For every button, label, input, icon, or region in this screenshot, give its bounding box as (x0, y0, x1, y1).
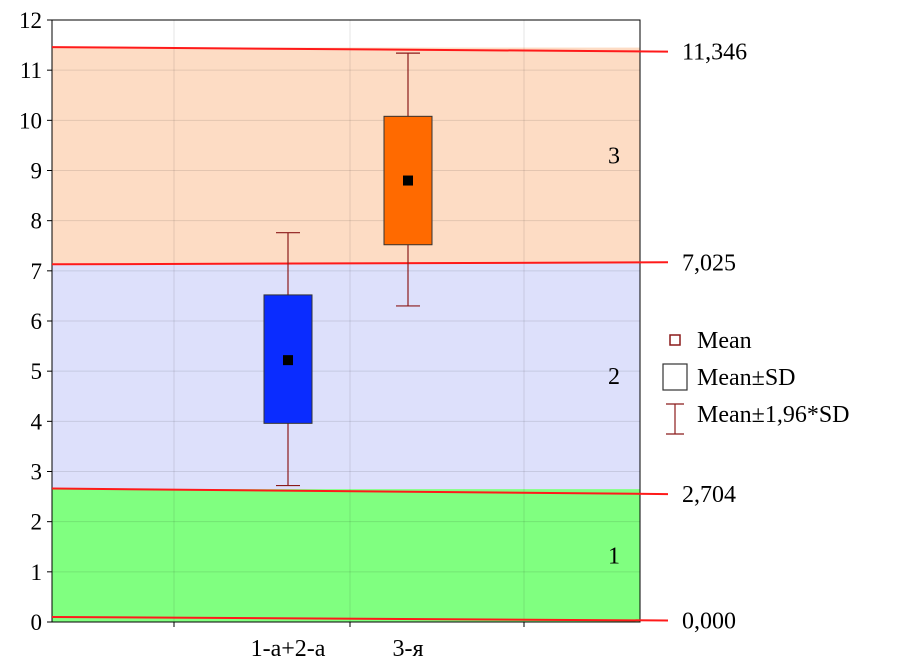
x-tick-label: 3-я (392, 636, 423, 662)
threshold-line (51, 487, 669, 496)
legend-label: Mean±SD (697, 365, 796, 391)
x-tick-label: 1-а+2-а (251, 636, 326, 662)
legend-label: Mean (697, 328, 752, 354)
legend-label: Mean±1,96*SD (697, 402, 850, 428)
zone-label-2: 2 (608, 364, 620, 390)
threshold-label: 11,346 (682, 40, 747, 66)
zone-band-2 (52, 263, 640, 490)
y-tick-label: 3 (31, 460, 43, 485)
threshold-line (51, 615, 669, 622)
zone-band-3 (52, 47, 640, 264)
zone-band-1 (52, 489, 640, 622)
mean-marker (403, 175, 413, 186)
y-tick-label: 8 (31, 209, 43, 234)
threshold-label: 7,025 (682, 250, 736, 276)
y-tick-label: 6 (31, 309, 43, 334)
y-tick-label: 9 (31, 159, 43, 184)
y-tick-label: 10 (19, 108, 42, 133)
zone-label-1: 1 (608, 544, 620, 570)
threshold-label: 0,000 (682, 608, 736, 634)
y-tick-label: 1 (31, 560, 43, 585)
y-tick-label: 11 (20, 58, 42, 83)
y-tick-label: 5 (31, 359, 43, 384)
legend-box-icon (662, 363, 688, 391)
y-tick-label: 0 (31, 610, 43, 635)
threshold-label: 2,704 (682, 482, 736, 508)
y-tick-label: 4 (31, 409, 43, 434)
zone-label-3: 3 (608, 143, 620, 169)
threshold-line (51, 46, 669, 53)
y-tick-label: 2 (31, 510, 43, 535)
mean-marker (283, 355, 293, 366)
legend-mean-icon (669, 334, 681, 346)
threshold-line (51, 261, 669, 266)
y-tick-label: 7 (31, 259, 43, 284)
y-tick-label: 12 (19, 8, 42, 33)
